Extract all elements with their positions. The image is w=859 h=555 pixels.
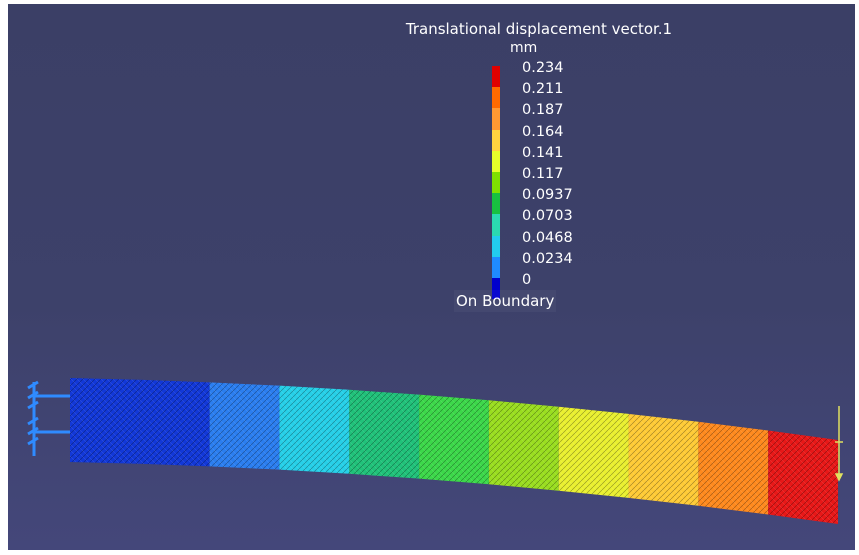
- legend-swatch: [492, 277, 500, 300]
- legend-title: Translational displacement vector.1: [405, 20, 673, 38]
- analysis-viewport[interactable]: Translational displacement vector.1 mm 0…: [8, 4, 855, 550]
- legend-swatch: [492, 256, 500, 278]
- legend-tick-label: 0.0468: [522, 229, 573, 246]
- legend-tick-label: 0.234: [522, 60, 564, 76]
- legend-swatch: [492, 129, 500, 151]
- legend-tick-label: 0.117: [522, 165, 564, 182]
- clamp-restraint-icon: [27, 380, 70, 456]
- legend-tick-label: 0.0937: [522, 187, 573, 204]
- legend-tick-label: 0: [522, 271, 532, 288]
- legend-unit: mm: [510, 40, 538, 56]
- legend-tick-label: 0.0703: [522, 208, 573, 225]
- legend-color-scale: [492, 66, 500, 300]
- legend-swatch: [492, 108, 500, 130]
- legend-swatch: [492, 171, 500, 194]
- beam-mesh[interactable]: [8, 4, 855, 550]
- legend-footer: On Boundary: [454, 290, 557, 312]
- mesh-overlay: [70, 378, 838, 524]
- legend-swatch: [492, 235, 500, 257]
- force-arrow-icon: [834, 406, 844, 482]
- legend-swatch: [492, 214, 500, 236]
- legend-swatch: [492, 87, 500, 109]
- legend-swatch: [492, 193, 500, 215]
- legend-tick-label: 0.187: [522, 102, 564, 119]
- legend-tick-label: 0.211: [522, 81, 564, 98]
- legend-tick-label: 0.0234: [522, 250, 573, 267]
- legend-tick-label: 0.141: [522, 144, 564, 161]
- legend-tick-labels: 0.234 0.211 0.187 0.164 0.141 0.117 0.0937 0.07…: [522, 58, 573, 291]
- legend-swatch: [492, 66, 500, 88]
- legend-tick-label: 0.164: [522, 123, 564, 140]
- legend-swatch: [492, 150, 500, 172]
